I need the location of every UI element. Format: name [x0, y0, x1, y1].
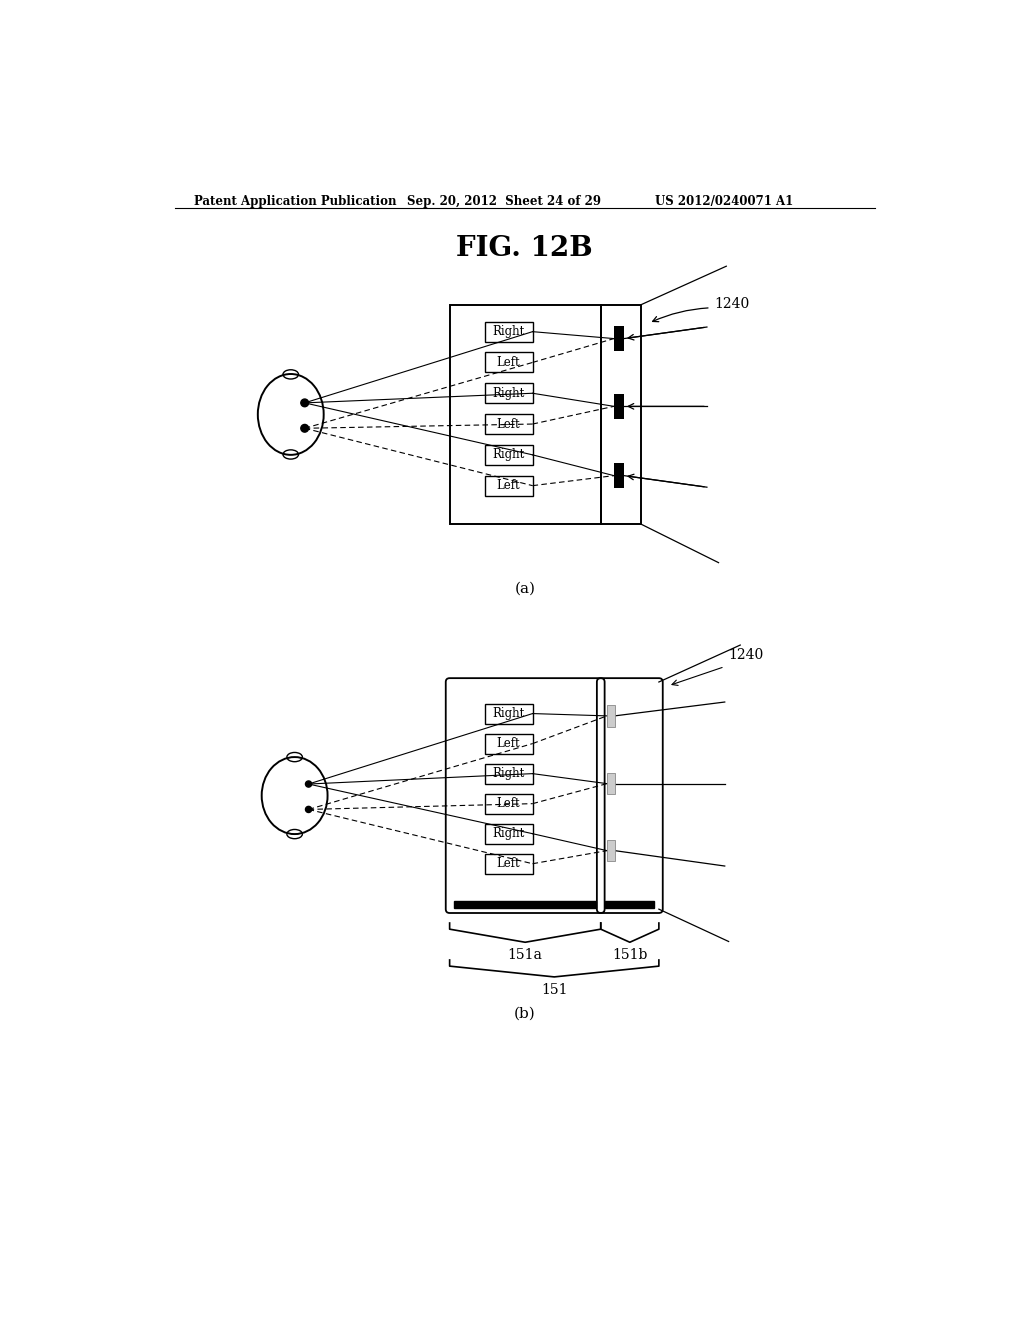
Bar: [614, 326, 624, 351]
Text: Left: Left: [497, 417, 520, 430]
Bar: [484, 734, 532, 754]
Bar: [484, 824, 532, 843]
Text: 151: 151: [541, 983, 567, 997]
Circle shape: [305, 807, 311, 813]
Circle shape: [305, 781, 311, 787]
Bar: [607, 840, 614, 862]
Circle shape: [301, 399, 308, 407]
Text: US 2012/0240071 A1: US 2012/0240071 A1: [655, 195, 794, 209]
Text: (b): (b): [514, 1006, 536, 1020]
Bar: [614, 395, 624, 418]
Bar: [484, 322, 532, 342]
Text: Left: Left: [497, 479, 520, 492]
Bar: [484, 445, 532, 465]
Text: Left: Left: [497, 857, 520, 870]
Bar: [484, 414, 532, 434]
Text: Right: Right: [493, 325, 524, 338]
Bar: [484, 352, 532, 372]
Bar: [607, 705, 614, 726]
Text: Patent Application Publication: Patent Application Publication: [194, 195, 396, 209]
Bar: [614, 463, 624, 488]
Bar: [455, 900, 596, 908]
Text: 151b: 151b: [612, 949, 647, 962]
Bar: [450, 305, 601, 524]
Bar: [605, 900, 654, 908]
Text: FIG. 12B: FIG. 12B: [457, 235, 593, 263]
Text: 1240: 1240: [729, 648, 764, 663]
Bar: [484, 383, 532, 404]
Text: Right: Right: [493, 828, 524, 841]
Text: 1240: 1240: [715, 297, 750, 312]
Text: Left: Left: [497, 356, 520, 370]
Text: Right: Right: [493, 767, 524, 780]
Bar: [484, 854, 532, 874]
Text: Left: Left: [497, 797, 520, 810]
Bar: [484, 793, 532, 813]
Bar: [607, 774, 614, 795]
Text: Left: Left: [497, 737, 520, 750]
Text: (a): (a): [514, 582, 536, 595]
Text: Sep. 20, 2012  Sheet 24 of 29: Sep. 20, 2012 Sheet 24 of 29: [407, 195, 601, 209]
Text: 151a: 151a: [508, 949, 543, 962]
Text: Right: Right: [493, 387, 524, 400]
Text: Right: Right: [493, 708, 524, 721]
Bar: [484, 475, 532, 496]
Bar: [601, 305, 641, 524]
Bar: [484, 763, 532, 784]
Text: Right: Right: [493, 449, 524, 462]
Circle shape: [301, 425, 308, 432]
Bar: [484, 704, 532, 723]
